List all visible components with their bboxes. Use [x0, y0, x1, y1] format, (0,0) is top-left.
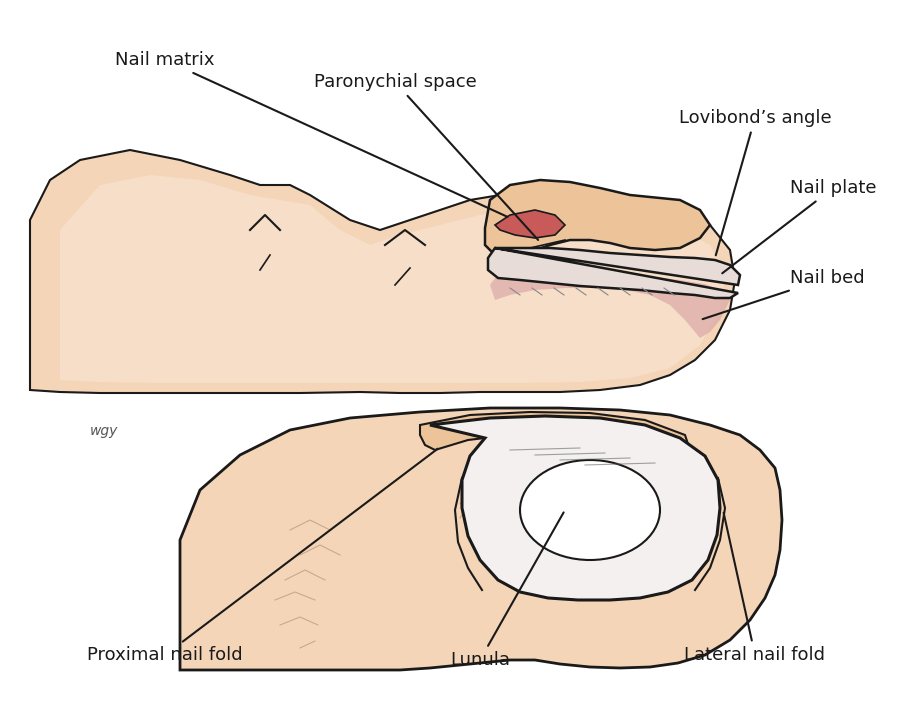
Text: Lovibond’s angle: Lovibond’s angle: [678, 109, 831, 255]
Polygon shape: [180, 408, 781, 670]
Ellipse shape: [519, 460, 659, 560]
Polygon shape: [30, 150, 734, 393]
Polygon shape: [484, 180, 709, 258]
Text: Lunula: Lunula: [449, 513, 563, 669]
Polygon shape: [490, 274, 729, 338]
Text: Nail plate: Nail plate: [721, 179, 876, 274]
Text: Lateral nail fold: Lateral nail fold: [684, 513, 824, 664]
Text: Nail bed: Nail bed: [702, 269, 864, 319]
Polygon shape: [494, 210, 564, 238]
Text: wgy: wgy: [90, 424, 119, 438]
Text: Nail matrix: Nail matrix: [115, 51, 507, 217]
Polygon shape: [420, 412, 689, 455]
Text: Proximal nail fold: Proximal nail fold: [87, 448, 437, 664]
Polygon shape: [487, 248, 739, 298]
Polygon shape: [60, 175, 724, 383]
Text: Paronychial space: Paronychial space: [313, 73, 538, 240]
Polygon shape: [429, 416, 720, 600]
